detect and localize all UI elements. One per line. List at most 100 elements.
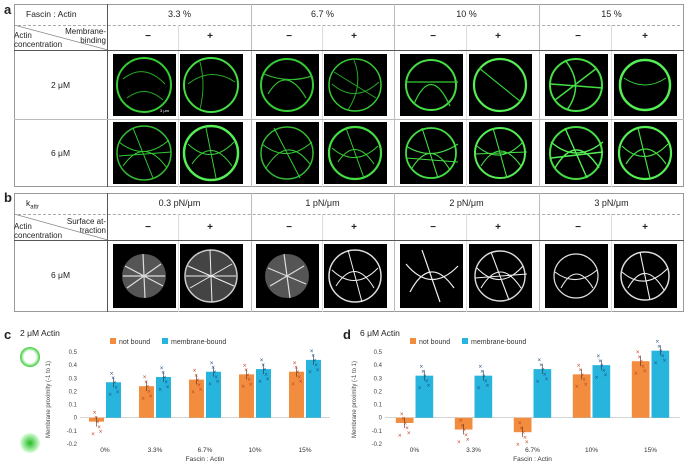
data-point-marker: ×	[244, 368, 248, 374]
data-point-marker: ×	[577, 363, 581, 369]
bar-membrane-bound	[156, 376, 171, 418]
panel-a-corner-left: Actin concentration	[14, 31, 63, 49]
bar-membrane-bound	[106, 382, 121, 418]
bar-not-bound	[239, 374, 254, 418]
panel-a-col-4: 15 %	[601, 9, 622, 19]
data-point-marker: ×	[400, 412, 404, 418]
data-point-marker: ×	[466, 437, 470, 443]
panel-b-diagonal	[14, 214, 108, 240]
image-a-2uM-3.3-minus	[113, 54, 176, 116]
data-point-marker: ×	[197, 382, 201, 388]
panel-a-col-2: 6.7 %	[310, 9, 334, 19]
y-tick-label: 0.2	[69, 389, 78, 395]
data-point-marker: ×	[216, 379, 220, 385]
data-point-marker: ×	[423, 374, 427, 380]
data-point-marker: ×	[516, 442, 520, 448]
data-point-marker: ×	[425, 378, 429, 384]
legend-swatch-not-bound	[110, 338, 116, 344]
membrane-proximity-high-icon	[20, 347, 40, 367]
data-point-marker: ×	[246, 372, 250, 378]
data-point-marker: ×	[111, 375, 115, 381]
data-point-marker: ×	[260, 358, 264, 364]
data-point-marker: ×	[523, 435, 527, 441]
image-a-2uM-6.7-minus	[256, 54, 319, 116]
bar-not-bound	[139, 386, 154, 418]
data-point-marker: ×	[210, 360, 214, 366]
data-point-marker: ×	[143, 375, 147, 381]
x-tick-label: 3.3%	[466, 447, 481, 454]
data-point-marker: ×	[113, 380, 117, 386]
legend-swatch-membrane-bound	[162, 338, 168, 344]
data-point-marker: ×	[655, 339, 659, 345]
data-point-marker: ×	[97, 424, 101, 430]
x-tick-label: 10%	[248, 447, 261, 454]
data-point-marker: ×	[464, 432, 468, 438]
data-point-marker: ×	[584, 382, 588, 388]
data-point-marker: ×	[263, 367, 267, 373]
legend-label-membrane-bound: membrane-bound	[471, 339, 526, 346]
panel-c-title: 2 μM Actin	[20, 328, 60, 338]
panel-b-col-3: 2 pN/μm	[449, 198, 484, 208]
y-tick-label: -0.2	[67, 442, 78, 448]
data-point-marker: ×	[654, 361, 658, 367]
chart-d: Membrane proximity (-1 to 1) 0.5 0.4 0.3 0.2…	[352, 338, 680, 461]
panel-a-corner-top: Fascin : Actin	[26, 9, 77, 19]
data-point-marker: ×	[99, 429, 103, 435]
x-tick-label: 10%	[585, 447, 598, 454]
bar-not-bound	[631, 361, 650, 418]
bar-membrane-bound	[256, 369, 271, 418]
data-point-marker: ×	[661, 353, 665, 359]
sim-3-plus	[614, 244, 677, 308]
panel-b-sign-plus-2: +	[351, 222, 357, 233]
membrane-proximity-low-icon	[20, 433, 40, 453]
data-point-marker: ×	[194, 373, 198, 379]
data-point-marker: ×	[582, 377, 586, 383]
panel-a-sign-plus-3: +	[495, 31, 501, 42]
y-tick-label: 0.4	[69, 363, 78, 369]
data-point-marker: ×	[575, 384, 579, 390]
data-point-marker: ×	[310, 348, 314, 354]
bar-membrane-bound	[306, 359, 321, 418]
data-point-marker: ×	[636, 350, 640, 356]
bar-not-bound	[289, 371, 304, 418]
data-point-marker: ×	[641, 364, 645, 370]
bar-not-bound	[189, 379, 204, 418]
data-point-marker: ×	[407, 430, 411, 436]
y-tick-label: 0	[74, 416, 78, 422]
data-point-marker: ×	[261, 362, 265, 368]
panel-b-row-6uM: 6 μM	[50, 270, 71, 280]
data-point-marker: ×	[659, 349, 663, 355]
panel-a-corner-right: Membrane- binding	[65, 27, 106, 45]
image-a-6uM-6.7-minus	[256, 122, 319, 184]
data-point-marker: ×	[544, 377, 548, 383]
data-point-marker: ×	[291, 382, 295, 388]
image-a-6uM-3.3-minus	[113, 122, 176, 184]
data-point-marker: ×	[421, 369, 425, 375]
image-a-6uM-6.7-plus	[324, 122, 387, 184]
x-tick-label: 0%	[100, 447, 110, 454]
data-point-marker: ×	[405, 426, 409, 432]
data-point-marker: ×	[580, 372, 584, 378]
x-tick-label: 3.3%	[148, 447, 163, 454]
data-point-marker: ×	[144, 379, 148, 385]
bar-membrane-bound	[474, 375, 493, 418]
y-tick-label: 0.3	[374, 376, 383, 382]
panel-b-corner-top: kattr	[26, 198, 39, 211]
bar-membrane-bound	[415, 375, 434, 418]
data-point-marker: ×	[93, 410, 97, 416]
panel-a-sign-minus-1: −	[145, 31, 151, 42]
legend-swatch-not-bound	[410, 338, 416, 344]
data-point-marker: ×	[519, 425, 523, 431]
sim-1-plus	[324, 244, 387, 308]
x-tick-label: 6.7%	[525, 447, 540, 454]
data-point-marker: ×	[114, 385, 118, 391]
bar-not-bound	[454, 417, 473, 430]
data-point-marker: ×	[478, 364, 482, 370]
data-point-marker: ×	[296, 370, 300, 376]
panel-a-sign-plus-1: +	[207, 31, 213, 42]
legend-swatch-membrane-bound	[462, 338, 468, 344]
x-tick-label: 15%	[644, 447, 657, 454]
image-a-6uM-15-plus	[614, 122, 677, 184]
panel-a-sign-minus-4: −	[575, 31, 581, 42]
panel-b-corner-right: Surface at- traction	[66, 217, 106, 235]
